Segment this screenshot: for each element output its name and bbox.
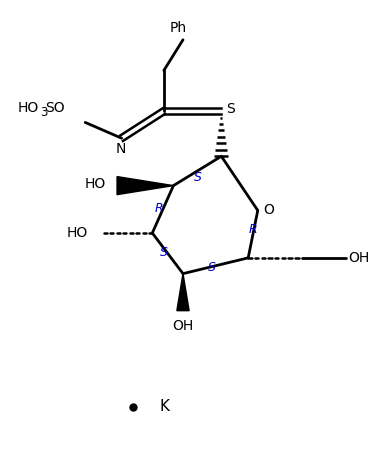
Text: OH: OH: [172, 319, 194, 333]
Text: R: R: [155, 202, 163, 215]
Text: S: S: [226, 102, 235, 116]
Text: OH: OH: [348, 251, 369, 265]
Text: O: O: [263, 203, 273, 218]
Text: S: S: [194, 170, 202, 184]
Text: R: R: [249, 223, 258, 236]
Text: N: N: [116, 142, 126, 156]
Text: HO: HO: [84, 177, 105, 191]
Polygon shape: [177, 274, 189, 311]
Polygon shape: [117, 176, 173, 195]
Text: Ph: Ph: [170, 21, 187, 35]
Text: S: S: [160, 246, 168, 259]
Text: S: S: [208, 261, 216, 274]
Text: SO: SO: [45, 101, 65, 115]
Text: HO: HO: [18, 101, 39, 115]
Text: HO: HO: [67, 226, 88, 240]
Text: K: K: [160, 399, 170, 414]
Text: 3: 3: [40, 106, 48, 118]
